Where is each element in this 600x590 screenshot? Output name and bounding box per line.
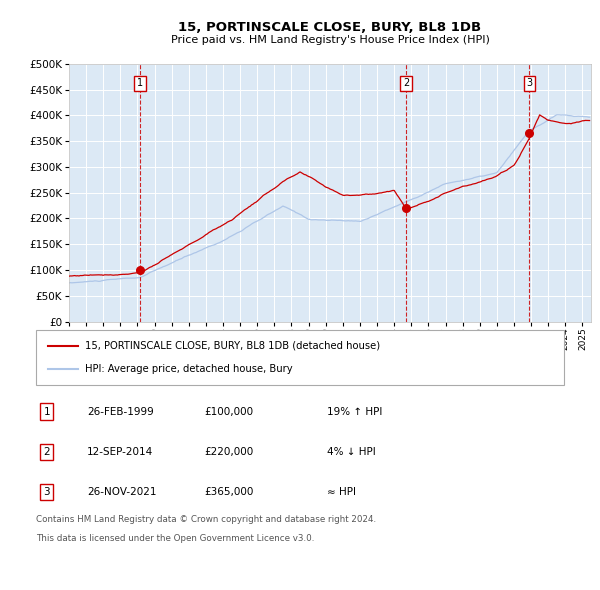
Text: 2: 2 bbox=[43, 447, 50, 457]
Text: Price paid vs. HM Land Registry's House Price Index (HPI): Price paid vs. HM Land Registry's House … bbox=[170, 35, 490, 45]
Text: £365,000: £365,000 bbox=[204, 487, 253, 497]
Text: 12-SEP-2014: 12-SEP-2014 bbox=[87, 447, 153, 457]
Text: 2: 2 bbox=[403, 78, 409, 88]
Text: 1: 1 bbox=[43, 407, 50, 417]
Text: 4% ↓ HPI: 4% ↓ HPI bbox=[327, 447, 376, 457]
Text: ≈ HPI: ≈ HPI bbox=[327, 487, 356, 497]
Text: HPI: Average price, detached house, Bury: HPI: Average price, detached house, Bury bbox=[85, 365, 293, 375]
Text: 15, PORTINSCALE CLOSE, BURY, BL8 1DB (detached house): 15, PORTINSCALE CLOSE, BURY, BL8 1DB (de… bbox=[85, 340, 380, 350]
Text: 26-NOV-2021: 26-NOV-2021 bbox=[87, 487, 157, 497]
Text: 19% ↑ HPI: 19% ↑ HPI bbox=[327, 407, 382, 417]
Text: 15, PORTINSCALE CLOSE, BURY, BL8 1DB: 15, PORTINSCALE CLOSE, BURY, BL8 1DB bbox=[178, 21, 482, 34]
Text: This data is licensed under the Open Government Licence v3.0.: This data is licensed under the Open Gov… bbox=[36, 534, 314, 543]
Text: 3: 3 bbox=[43, 487, 50, 497]
Text: £220,000: £220,000 bbox=[204, 447, 253, 457]
Text: £100,000: £100,000 bbox=[204, 407, 253, 417]
Text: 3: 3 bbox=[526, 78, 532, 88]
Text: 1: 1 bbox=[137, 78, 143, 88]
Text: Contains HM Land Registry data © Crown copyright and database right 2024.: Contains HM Land Registry data © Crown c… bbox=[36, 515, 376, 524]
Text: 26-FEB-1999: 26-FEB-1999 bbox=[87, 407, 154, 417]
